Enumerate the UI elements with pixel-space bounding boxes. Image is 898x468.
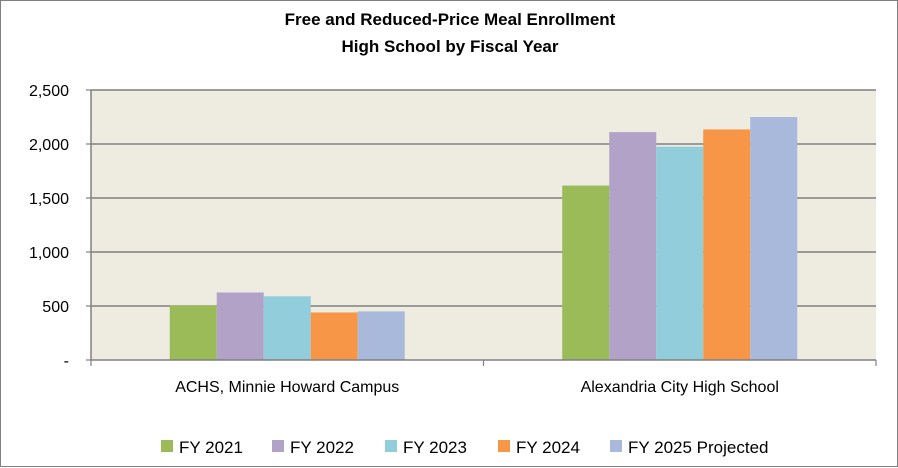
legend-label: FY 2023 xyxy=(403,438,467,457)
bar-fy-2025-projected xyxy=(750,117,798,360)
bars xyxy=(169,117,798,360)
y-tick-label: 1,500 xyxy=(29,191,69,208)
bar-fy-2024 xyxy=(310,312,358,360)
x-tick-label: ACHS, Minnie Howard Campus xyxy=(175,379,399,396)
bar-fy-2024 xyxy=(703,129,751,360)
legend-swatch xyxy=(498,440,510,452)
legend-swatch xyxy=(610,440,622,452)
legend-swatch xyxy=(161,440,173,452)
legend-swatch xyxy=(272,440,284,452)
chart-title: Free and Reduced-Price Meal Enrollment xyxy=(285,10,616,29)
legend: FY 2021 FY 2022 FY 2023 FY 2024 FY 2025 Proj… xyxy=(161,438,769,457)
bar-fy-2023 xyxy=(263,296,311,360)
y-tick-label: 500 xyxy=(42,299,69,316)
y-tick-label: 2,000 xyxy=(29,137,69,154)
y-tick-label: 2,500 xyxy=(29,83,69,100)
y-axis-ticks: - 500 1,000 1,500 2,000 2,500 xyxy=(29,83,69,370)
x-tick-label: Alexandria City High School xyxy=(581,379,779,396)
bar-fy-2022 xyxy=(216,292,264,360)
chart-subtitle: High School by Fiscal Year xyxy=(342,37,559,56)
legend-label: FY 2025 Projected xyxy=(628,438,769,457)
bar-fy-2025-projected xyxy=(357,311,405,360)
y-tick-label: 1,000 xyxy=(29,245,69,262)
x-axis-ticks: ACHS, Minnie Howard Campus Alexandria Cit… xyxy=(175,379,779,396)
bar-fy-2022 xyxy=(609,132,657,360)
legend-label: FY 2024 xyxy=(516,438,580,457)
legend-label: FY 2021 xyxy=(179,438,243,457)
bar-fy-2021 xyxy=(562,185,610,360)
legend-label: FY 2022 xyxy=(290,438,354,457)
axes xyxy=(86,89,877,366)
legend-swatch xyxy=(385,440,397,452)
y-tick-label: - xyxy=(64,353,69,370)
bar-fy-2021 xyxy=(169,305,217,360)
bar-fy-2023 xyxy=(656,146,704,360)
